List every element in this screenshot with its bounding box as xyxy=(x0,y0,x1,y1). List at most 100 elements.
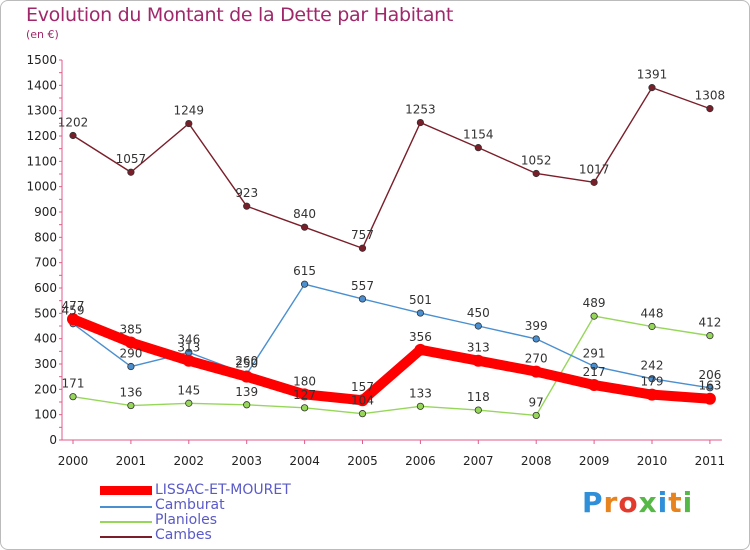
series-line xyxy=(72,315,711,417)
logo-letter: x xyxy=(638,486,658,519)
data-point xyxy=(185,119,193,128)
data-label: 450 xyxy=(467,306,490,320)
data-label: 489 xyxy=(583,296,606,310)
legend-label: Camburat xyxy=(155,497,225,513)
y-tick-label: 0 xyxy=(49,433,57,447)
data-label: 448 xyxy=(641,307,664,321)
data-point xyxy=(706,384,714,392)
proxiti-logo: Proxiti xyxy=(582,486,693,519)
data-point xyxy=(69,393,77,401)
x-tick-label: 2008 xyxy=(521,454,552,468)
series-cambes xyxy=(69,84,714,252)
data-point xyxy=(648,84,656,92)
data-label: 163 xyxy=(698,379,721,393)
data-point xyxy=(474,406,482,414)
data-label: 1052 xyxy=(521,153,552,167)
x-tick-label: 2002 xyxy=(174,454,205,468)
data-label: 118 xyxy=(467,390,490,404)
data-label: 242 xyxy=(641,359,664,373)
data-label: 923 xyxy=(235,186,258,200)
data-label: 179 xyxy=(641,375,664,389)
data-point xyxy=(67,313,79,326)
data-point xyxy=(706,332,714,340)
data-label: 1249 xyxy=(174,104,205,118)
y-tick-label: 1200 xyxy=(26,129,57,143)
data-point xyxy=(474,144,482,152)
x-tick-label: 2001 xyxy=(116,454,147,468)
y-tick-label: 300 xyxy=(34,357,57,371)
data-label: 477 xyxy=(62,299,85,313)
data-label: 757 xyxy=(351,228,374,242)
logo-letter: i xyxy=(657,486,669,519)
data-label: 385 xyxy=(119,322,142,336)
data-label: 346 xyxy=(177,332,200,346)
data-point xyxy=(127,362,135,371)
data-point xyxy=(358,244,367,252)
chart-title: Evolution du Montant de la Dette par Hab… xyxy=(26,4,454,26)
data-point xyxy=(356,394,369,407)
x-tick-label: 2011 xyxy=(695,454,726,468)
y-tick-label: 800 xyxy=(34,230,57,244)
legend-label: Planioles xyxy=(155,512,218,528)
y-tick-label: 900 xyxy=(34,205,57,219)
data-label: 840 xyxy=(293,207,316,221)
data-label: 557 xyxy=(351,279,374,293)
legend-label: LISSAC-ET-MOURET xyxy=(155,482,291,498)
data-label: 501 xyxy=(409,293,432,307)
y-tick-label: 1100 xyxy=(26,154,57,168)
data-point xyxy=(703,392,716,405)
logo-letter: r xyxy=(603,486,619,519)
data-point xyxy=(414,343,427,356)
legend-swatch xyxy=(100,536,152,538)
x-tick-label: 2004 xyxy=(289,454,320,468)
data-point xyxy=(532,169,540,178)
data-label: 356 xyxy=(409,330,432,344)
data-point xyxy=(127,168,135,176)
x-tick-label: 2009 xyxy=(579,454,610,468)
x-tick-label: 2006 xyxy=(405,454,436,468)
data-label: 206 xyxy=(698,368,721,382)
data-point xyxy=(243,202,251,210)
data-label: 270 xyxy=(525,352,548,366)
data-label: 291 xyxy=(583,346,606,360)
y-tick-label: 1400 xyxy=(26,78,57,92)
data-point xyxy=(474,322,482,330)
data-label: 313 xyxy=(177,341,200,355)
data-label: 217 xyxy=(583,365,606,379)
data-point xyxy=(127,401,135,410)
data-point xyxy=(590,178,598,186)
data-point xyxy=(243,401,251,409)
data-point xyxy=(706,105,714,113)
data-label: 412 xyxy=(698,316,721,330)
data-point xyxy=(532,411,540,420)
logo-letter: t xyxy=(668,486,683,519)
data-point xyxy=(590,312,598,320)
data-label: 290 xyxy=(119,347,142,361)
data-label: 139 xyxy=(235,385,258,399)
y-tick-label: 500 xyxy=(34,306,57,320)
data-point xyxy=(298,388,311,401)
data-point xyxy=(358,295,367,303)
data-label: 1057 xyxy=(116,152,147,166)
data-point xyxy=(416,402,424,410)
data-point xyxy=(185,399,193,407)
y-tick-label: 1500 xyxy=(26,53,57,67)
data-point xyxy=(590,362,598,370)
data-label: 145 xyxy=(177,383,200,397)
data-point xyxy=(416,309,424,317)
data-label: 136 xyxy=(119,386,142,400)
data-label: 97 xyxy=(529,395,544,409)
y-tick-label: 100 xyxy=(34,408,57,422)
data-label: 250 xyxy=(235,357,258,371)
logo-letter: P xyxy=(582,486,604,519)
data-point xyxy=(648,322,656,331)
data-point xyxy=(416,118,424,127)
data-label: 1202 xyxy=(58,115,89,129)
x-tick-label: 2010 xyxy=(637,454,668,468)
legend-swatch xyxy=(100,486,152,495)
data-label: 133 xyxy=(409,386,432,400)
data-point xyxy=(648,375,656,383)
data-label: 260 xyxy=(235,354,258,368)
data-label: 104 xyxy=(351,394,374,408)
logo-letter: o xyxy=(618,486,639,519)
